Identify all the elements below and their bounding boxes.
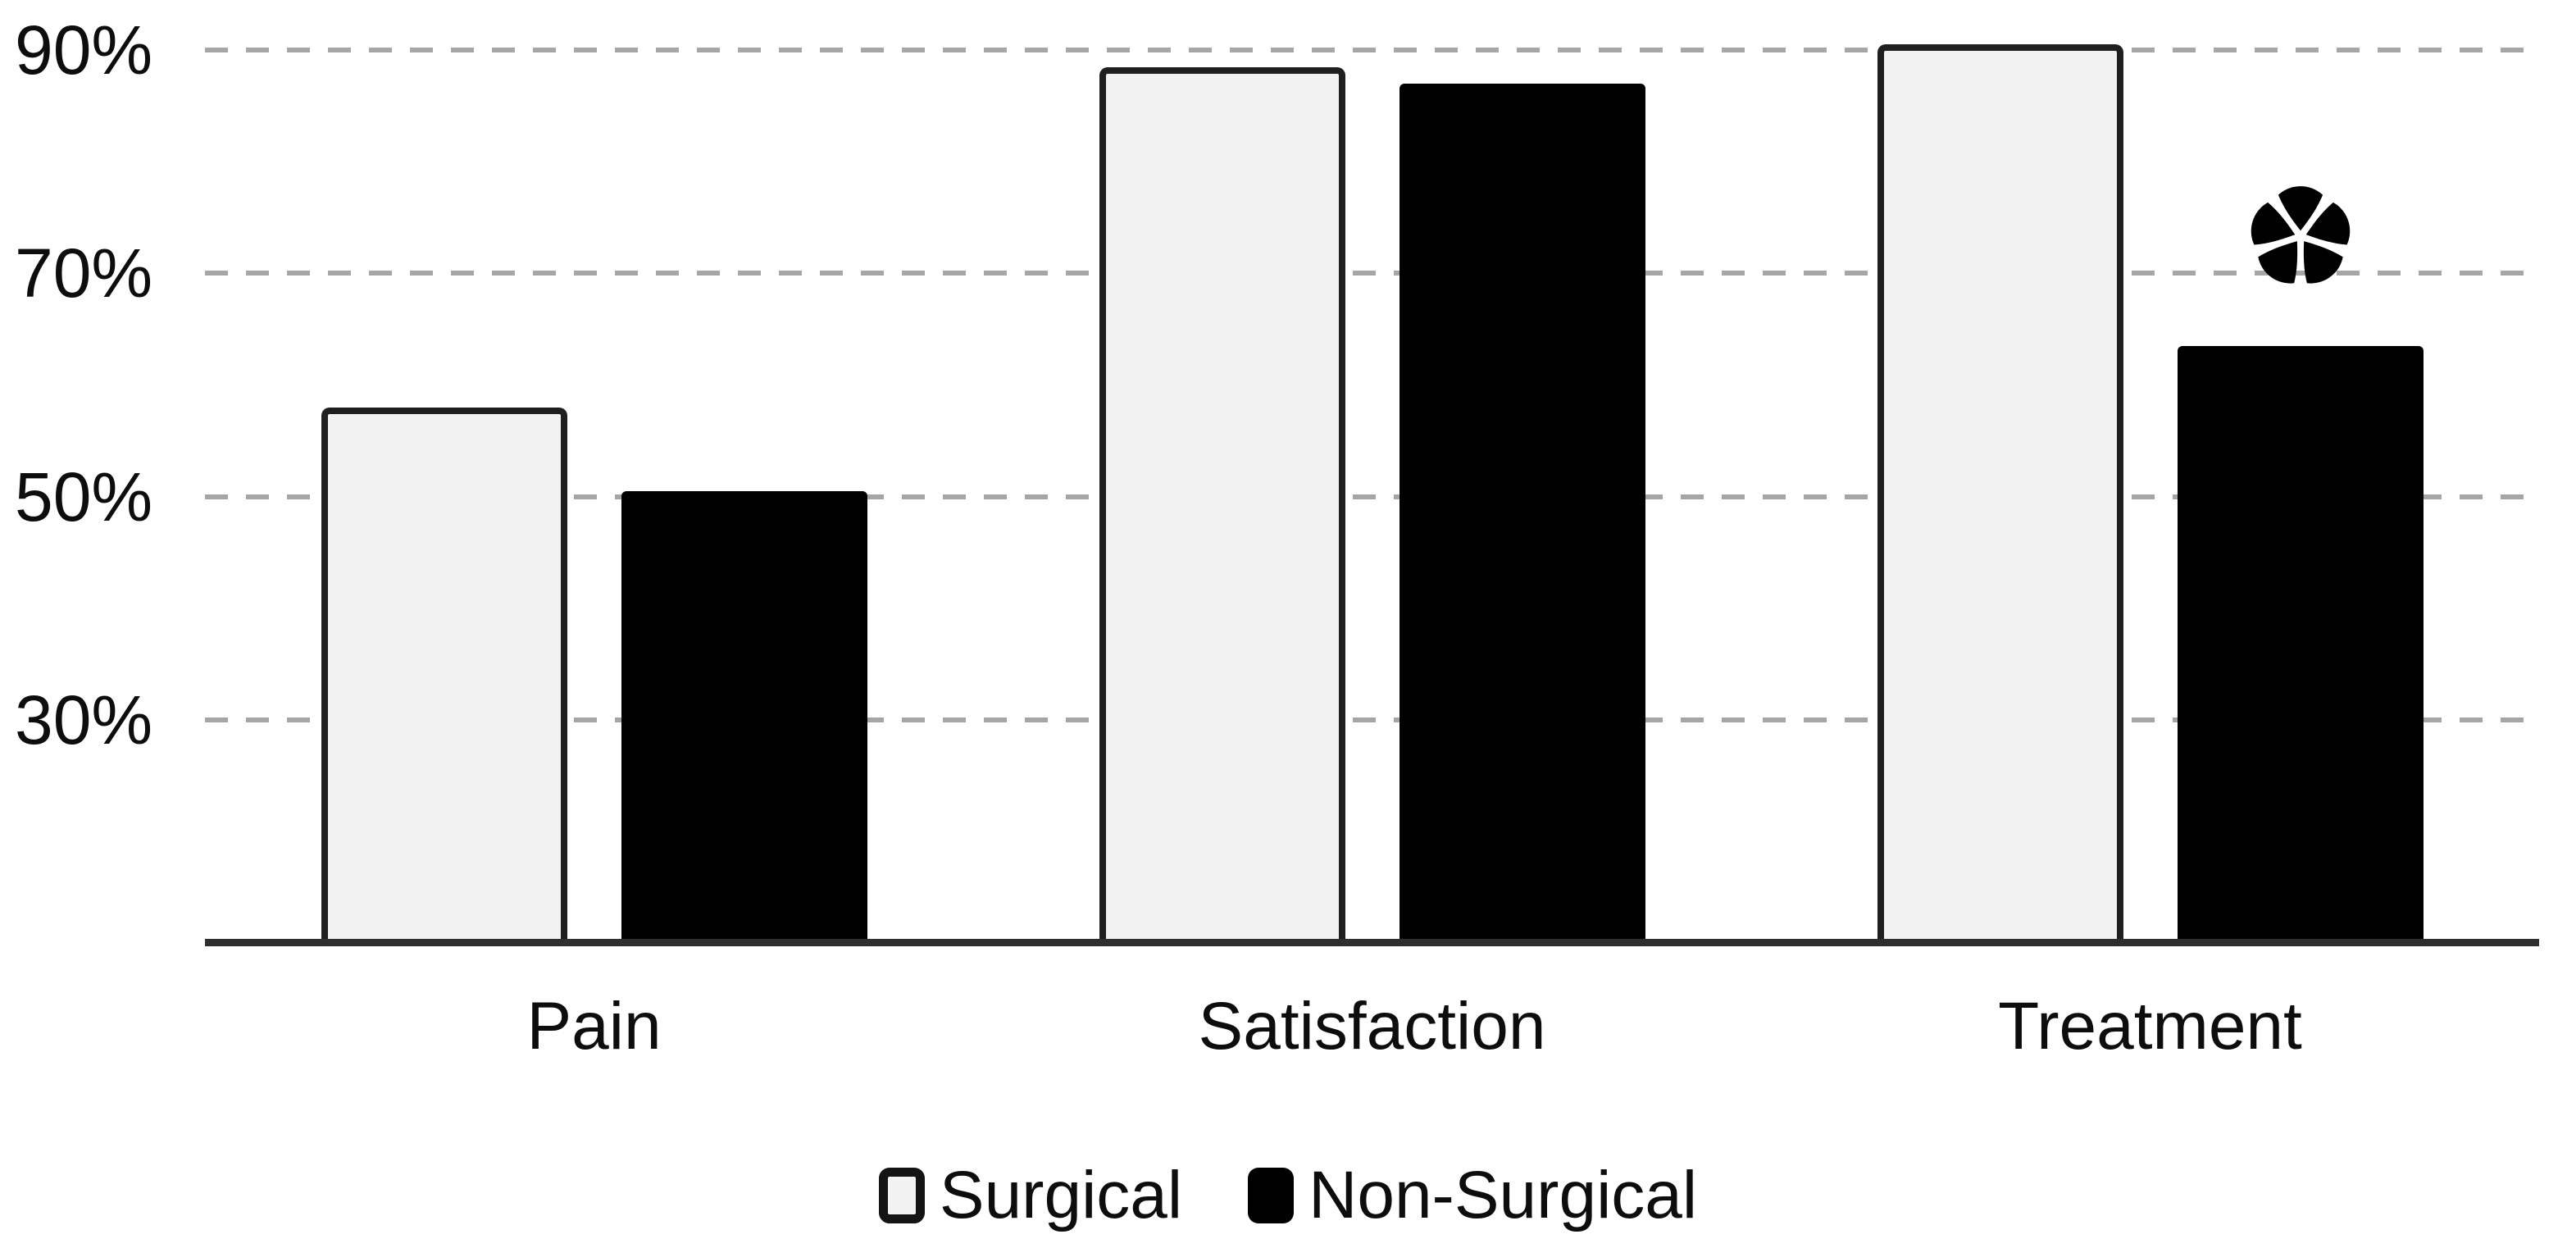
x-axis-line bbox=[205, 939, 2539, 946]
bar-non-surgical-satisfaction bbox=[1399, 84, 1645, 943]
bar-group-pain bbox=[205, 0, 983, 943]
x-category-label-treatment: Treatment bbox=[1998, 989, 2302, 1064]
gridline-30 bbox=[205, 717, 2539, 722]
bar-surgical-pain bbox=[321, 407, 567, 943]
bar-group-treatment bbox=[1761, 0, 2539, 943]
legend-label-non-surgical: Non-Surgical bbox=[1308, 1158, 1698, 1232]
legend-item-non-surgical: Non-Surgical bbox=[1248, 1162, 1697, 1229]
legend-swatch-surgical bbox=[878, 1168, 925, 1223]
x-category-label-satisfaction: Satisfaction bbox=[1198, 989, 1546, 1064]
bar-groups-layer bbox=[205, 0, 2539, 943]
significance-asterisk bbox=[2246, 180, 2355, 289]
bar-non-surgical-pain bbox=[621, 490, 867, 943]
gridline-90 bbox=[205, 48, 2539, 53]
x-category-label-pain: Pain bbox=[526, 989, 662, 1064]
y-tick-label-30: 30% bbox=[15, 681, 153, 758]
bar-surgical-treatment bbox=[1877, 44, 2123, 943]
asterisk-icon bbox=[2251, 186, 2351, 284]
bar-non-surgical-treatment bbox=[2177, 345, 2424, 943]
category-axis-labels: Pain Satisfaction Treatment bbox=[205, 988, 2539, 1065]
legend: Surgical Non-Surgical bbox=[0, 1146, 2576, 1239]
y-tick-label-90: 90% bbox=[15, 11, 153, 89]
legend-swatch-non-surgical bbox=[1248, 1168, 1295, 1223]
y-tick-label-50: 50% bbox=[15, 458, 153, 535]
legend-item-surgical: Surgical bbox=[878, 1158, 1183, 1232]
bar-surgical-satisfaction bbox=[1099, 66, 1345, 943]
gridline-50 bbox=[205, 494, 2539, 499]
gridline-70 bbox=[205, 271, 2539, 276]
legend-label-surgical: Surgical bbox=[939, 1158, 1183, 1232]
y-tick-label-70: 70% bbox=[15, 235, 153, 312]
bar-group-satisfaction bbox=[983, 0, 1761, 943]
plot-area: 90% 70% 50% 30% bbox=[15, 0, 2539, 946]
